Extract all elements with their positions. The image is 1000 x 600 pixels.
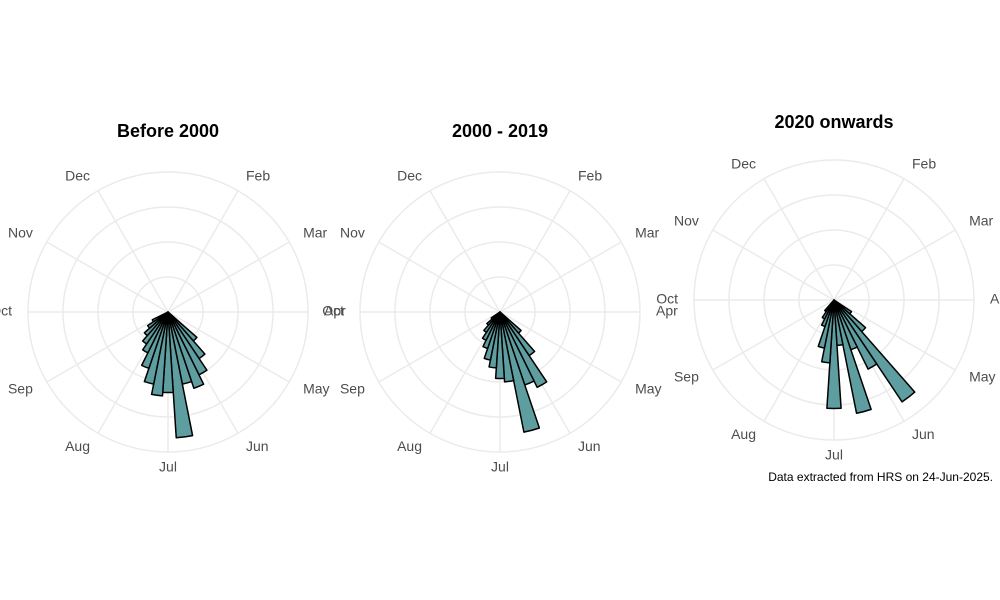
- angle-tick-label: Oct: [0, 303, 12, 319]
- angle-tick-label: Dec: [731, 156, 756, 172]
- grid-spoke: [712, 229, 835, 301]
- angle-tick-label: Aug: [397, 438, 422, 454]
- angle-tick-label: Jun: [578, 438, 601, 454]
- angle-tick-label: Jul: [159, 459, 177, 475]
- grid-spoke: [833, 299, 956, 371]
- bar: [494, 311, 506, 380]
- angle-tick-label: Mar: [303, 225, 327, 241]
- angle-tick-label: Nov: [674, 213, 699, 229]
- angle-tick-label: Dec: [65, 168, 90, 184]
- angle-tick-label: Nov: [8, 225, 33, 241]
- angle-tick-label: Apr: [990, 291, 1000, 307]
- angle-tick-label: Jun: [912, 426, 935, 442]
- grid-spoke: [97, 190, 169, 313]
- grid-spoke: [712, 299, 835, 371]
- bar: [499, 311, 515, 383]
- panel: 2000 - 2019 Feb Mar Apr May Jun Jul Aug Sep Oct No…: [322, 121, 678, 475]
- panel: 2020 onwards Feb Mar Apr May Jun Jul Aug Sep Oct N…: [656, 112, 1000, 463]
- grid-spoke: [763, 299, 835, 422]
- grid-spoke: [46, 241, 169, 313]
- panel-title: 2000 - 2019: [452, 121, 548, 141]
- bar: [490, 311, 501, 320]
- grid-spoke: [499, 190, 571, 313]
- angle-tick-label: May: [969, 369, 995, 385]
- angle-tick-label: Sep: [8, 381, 33, 397]
- angle-tick-label: Mar: [635, 225, 659, 241]
- panel-title: 2020 onwards: [774, 112, 893, 132]
- grid-spoke: [429, 190, 501, 313]
- caption: Data extracted from HRS on 24-Jun-2025.: [768, 470, 993, 484]
- grid-spoke: [833, 229, 956, 301]
- bar: [499, 311, 541, 433]
- angle-tick-label: Apr: [324, 303, 346, 319]
- grid-spoke: [763, 178, 835, 301]
- angle-tick-label: Dec: [397, 168, 422, 184]
- panel: Before 2000 Feb Mar Apr May Jun Jul Aug Sep Oct No…: [0, 121, 346, 475]
- angle-tick-label: Sep: [340, 381, 365, 397]
- angle-tick-label: Feb: [912, 156, 936, 172]
- bar: [824, 299, 835, 313]
- angle-tick-label: Oct: [322, 303, 344, 319]
- angle-tick-label: Mar: [969, 213, 993, 229]
- bar: [826, 299, 842, 410]
- grid-spoke: [167, 241, 290, 313]
- angle-tick-label: Jun: [246, 438, 269, 454]
- angle-tick-label: Aug: [731, 426, 756, 442]
- angle-tick-label: Feb: [246, 168, 270, 184]
- bar: [151, 311, 169, 323]
- angle-tick-label: Feb: [578, 168, 602, 184]
- angle-tick-label: Aug: [65, 438, 90, 454]
- grid-spoke: [167, 311, 290, 383]
- grid-spoke: [378, 311, 501, 383]
- panel-title: Before 2000: [117, 121, 219, 141]
- angle-tick-label: Oct: [656, 291, 678, 307]
- angle-tick-label: May: [635, 381, 661, 397]
- bar: [833, 299, 872, 415]
- grid-spoke: [833, 178, 905, 301]
- angle-tick-label: Jul: [491, 459, 509, 475]
- angle-tick-label: Jul: [825, 447, 843, 463]
- bar: [167, 311, 194, 439]
- angle-tick-label: May: [303, 381, 329, 397]
- bar: [167, 311, 205, 389]
- bar: [499, 311, 548, 389]
- angle-tick-label: Sep: [674, 369, 699, 385]
- grid-spoke: [46, 311, 169, 383]
- grid-spoke: [499, 241, 622, 313]
- angle-tick-label: Nov: [340, 225, 365, 241]
- angle-tick-label: Apr: [656, 303, 678, 319]
- bar: [833, 299, 916, 403]
- grid-spoke: [167, 190, 239, 313]
- bar: [833, 299, 878, 370]
- grid-spoke: [378, 241, 501, 313]
- grid-spoke: [499, 311, 622, 383]
